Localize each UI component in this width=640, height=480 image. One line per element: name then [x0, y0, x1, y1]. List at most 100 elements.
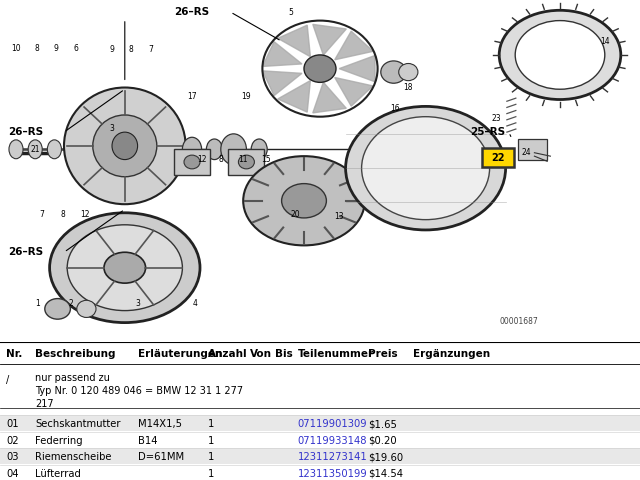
Text: 12: 12	[80, 210, 89, 219]
Text: nur passend zu: nur passend zu	[35, 372, 110, 383]
Ellipse shape	[64, 87, 186, 204]
Ellipse shape	[362, 117, 490, 220]
Ellipse shape	[381, 61, 406, 83]
FancyBboxPatch shape	[518, 139, 547, 159]
Text: 9: 9	[54, 44, 59, 52]
Text: 1: 1	[208, 419, 214, 429]
Text: 12311350199: 12311350199	[298, 469, 367, 479]
Ellipse shape	[28, 140, 42, 159]
Text: Riemenscheibe: Riemenscheibe	[35, 452, 112, 462]
Ellipse shape	[282, 184, 326, 218]
Text: Federring: Federring	[35, 436, 83, 445]
Text: $14.54: $14.54	[368, 469, 403, 479]
Ellipse shape	[399, 63, 418, 81]
Text: 1: 1	[208, 436, 214, 445]
Text: Beschreibung: Beschreibung	[35, 349, 116, 359]
Ellipse shape	[238, 155, 255, 169]
Ellipse shape	[499, 10, 621, 99]
Text: /: /	[6, 375, 10, 385]
Text: $19.60: $19.60	[368, 452, 403, 462]
Text: 23: 23	[491, 114, 501, 123]
FancyBboxPatch shape	[228, 149, 264, 175]
Text: 8: 8	[218, 155, 223, 164]
Polygon shape	[262, 71, 302, 96]
Text: 1: 1	[208, 452, 214, 462]
Text: D=61MM: D=61MM	[138, 452, 184, 462]
Text: 03: 03	[6, 452, 19, 462]
Text: Typ Nr. 0 120 489 046 = BMW 12 31 1 277: Typ Nr. 0 120 489 046 = BMW 12 31 1 277	[35, 386, 243, 396]
Ellipse shape	[221, 134, 246, 165]
Text: 12: 12	[197, 155, 206, 164]
Polygon shape	[313, 24, 346, 55]
Text: 8: 8	[129, 45, 134, 54]
Text: 04: 04	[6, 469, 19, 479]
Text: Teilenummer: Teilenummer	[298, 349, 374, 359]
Text: 2: 2	[68, 299, 73, 308]
Text: 3: 3	[109, 124, 115, 133]
Ellipse shape	[105, 140, 119, 159]
Polygon shape	[278, 81, 310, 112]
Text: 14: 14	[600, 36, 610, 46]
Ellipse shape	[304, 55, 336, 83]
FancyBboxPatch shape	[174, 149, 210, 175]
Text: 24: 24	[521, 148, 531, 157]
Text: 1: 1	[35, 299, 40, 308]
Text: 10: 10	[11, 44, 21, 52]
Text: 01: 01	[6, 419, 19, 429]
Text: 8: 8	[60, 210, 65, 219]
Text: Sechskantmutter: Sechskantmutter	[35, 419, 121, 429]
Text: 02: 02	[6, 436, 19, 445]
Bar	[0, 465, 640, 480]
Text: 11: 11	[239, 155, 248, 164]
Ellipse shape	[252, 139, 268, 159]
Text: 07119933148: 07119933148	[298, 436, 367, 445]
Text: M14X1,5: M14X1,5	[138, 419, 182, 429]
Text: Anzahl: Anzahl	[208, 349, 248, 359]
Polygon shape	[335, 77, 373, 106]
Text: Von: Von	[250, 349, 271, 359]
Ellipse shape	[112, 132, 138, 159]
Ellipse shape	[77, 300, 96, 317]
Text: 26–RS: 26–RS	[8, 127, 43, 137]
Text: Nr.: Nr.	[6, 349, 23, 359]
Text: 17: 17	[187, 92, 197, 101]
Text: B14: B14	[138, 436, 157, 445]
Ellipse shape	[47, 140, 61, 159]
Ellipse shape	[515, 21, 605, 89]
Text: 22: 22	[491, 153, 505, 163]
Text: 217: 217	[35, 399, 54, 409]
Ellipse shape	[206, 139, 223, 159]
Text: 07119901309: 07119901309	[298, 419, 367, 429]
Text: 7: 7	[148, 45, 153, 54]
Bar	[0, 448, 640, 464]
Text: 18: 18	[403, 83, 412, 92]
Polygon shape	[313, 82, 346, 113]
Polygon shape	[262, 42, 302, 66]
Text: 15: 15	[260, 155, 271, 164]
Ellipse shape	[45, 299, 70, 319]
Ellipse shape	[93, 115, 157, 177]
Ellipse shape	[67, 225, 182, 311]
Ellipse shape	[104, 252, 146, 283]
Text: Erläuterungen: Erläuterungen	[138, 349, 222, 359]
Text: $0.20: $0.20	[368, 436, 397, 445]
Text: 5: 5	[289, 8, 294, 16]
Text: 20: 20	[291, 210, 301, 219]
Ellipse shape	[124, 140, 138, 159]
Text: 3: 3	[135, 299, 140, 308]
Text: 19: 19	[241, 92, 252, 101]
Text: 00001687: 00001687	[499, 317, 538, 326]
Text: 26–RS: 26–RS	[8, 247, 43, 257]
Text: 6: 6	[73, 44, 78, 52]
Text: 25–RS: 25–RS	[470, 127, 506, 137]
Text: Bis: Bis	[275, 349, 293, 359]
Bar	[0, 432, 640, 448]
Polygon shape	[339, 56, 375, 82]
Text: Preis: Preis	[368, 349, 397, 359]
Text: 8: 8	[35, 44, 40, 52]
Text: 21: 21	[31, 145, 40, 154]
Text: 7: 7	[39, 210, 44, 219]
Text: 9: 9	[109, 45, 115, 54]
Ellipse shape	[50, 213, 200, 323]
Text: 26–RS: 26–RS	[175, 7, 209, 17]
